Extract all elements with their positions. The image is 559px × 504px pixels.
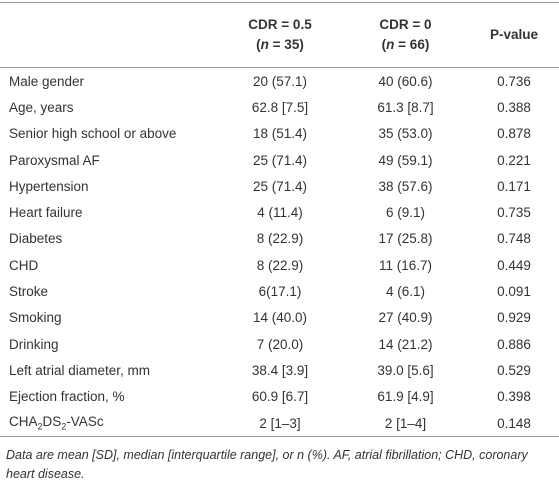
cell: 61.3 [8.7] bbox=[377, 99, 434, 115]
cell: 0.221 bbox=[497, 152, 531, 168]
header-cell: CDR = 0.5 (n = 35) bbox=[218, 3, 342, 68]
label-text: CHA bbox=[9, 414, 38, 430]
table-row: Age, years 62.8 [7.5] 61.3 [8.7] 0.388 bbox=[0, 94, 559, 120]
header-row: CDR = 0.5 (n = 35) CDR = 0 (n = 66) P-value bbox=[0, 2, 559, 68]
header-line: (n = 35) bbox=[219, 35, 341, 55]
header-line: CDR = 0 bbox=[379, 17, 432, 32]
row-label: Male gender bbox=[9, 73, 85, 89]
cell: 6(17.1) bbox=[258, 284, 302, 300]
row-label: Diabetes bbox=[9, 231, 63, 247]
cell: 20 (57.1) bbox=[252, 73, 308, 89]
cell: 14 (21.2) bbox=[378, 336, 433, 352]
cell: 17 (25.8) bbox=[378, 231, 433, 247]
cell: 2 [1–4] bbox=[384, 415, 427, 431]
label-text: -VASc bbox=[66, 414, 104, 430]
cell: 27 (40.9) bbox=[378, 310, 433, 326]
cell: 60.9 [6.7] bbox=[251, 389, 309, 405]
cell: 8 (22.9) bbox=[256, 231, 304, 247]
header-line: (n = 66) bbox=[343, 35, 468, 55]
cell: 0.736 bbox=[497, 73, 531, 89]
table-row: Senior high school or above 18 (51.4) 35 (… bbox=[0, 121, 559, 147]
table-row: Diabetes 8 (22.9) 17 (25.8) 0.748 bbox=[0, 226, 559, 252]
cell: 18 (51.4) bbox=[252, 126, 308, 142]
footnote: Data are mean [SD], median [interquartil… bbox=[6, 448, 528, 482]
row-label: Left atrial diameter, mm bbox=[9, 362, 151, 378]
cell: 61.9 [4.9] bbox=[377, 389, 434, 405]
cell: 0.929 bbox=[497, 310, 531, 326]
cell: 25 (71.4) bbox=[252, 152, 308, 168]
header-line: CDR = 0.5 bbox=[248, 17, 312, 32]
table-body: Male gender 20 (57.1) 40 (60.6) 0.736 Age, y… bbox=[0, 68, 559, 437]
table-row: Drinking 7 (20.0) 14 (21.2) 0.886 bbox=[0, 331, 559, 357]
header-cell: P-value bbox=[469, 3, 559, 68]
table: CDR = 0.5 (n = 35) CDR = 0 (n = 66) P-value … bbox=[0, 2, 559, 437]
cell: 25 (71.4) bbox=[252, 178, 308, 194]
cell: 2 [1–3] bbox=[259, 415, 301, 431]
table-row: Hypertension 25 (71.4) 38 (57.6) 0.171 bbox=[0, 173, 559, 199]
cell: 0.388 bbox=[497, 99, 531, 115]
cell: 4 (6.1) bbox=[385, 284, 426, 300]
cell: 0.886 bbox=[497, 336, 531, 352]
label-text: DS bbox=[42, 414, 62, 430]
row-label: CHA2DS2-VASc bbox=[0, 410, 218, 437]
cell: 38.4 [3.9] bbox=[251, 362, 309, 378]
label-text: 2 bbox=[61, 421, 67, 432]
table-row: Left atrial diameter, mm 38.4 [3.9] 39.0 [… bbox=[0, 357, 559, 383]
cell: 40 (60.6) bbox=[378, 73, 433, 89]
cell: 62.8 [7.5] bbox=[251, 99, 309, 115]
header-cell bbox=[0, 3, 218, 68]
cell: 0.735 bbox=[497, 205, 531, 221]
cell: 6 (9.1) bbox=[385, 205, 426, 221]
table-row: Stroke 6(17.1) 4 (6.1) 0.091 bbox=[0, 278, 559, 304]
table-row: CHD 8 (22.9) 11 (16.7) 0.449 bbox=[0, 252, 559, 278]
row-label: Hypertension bbox=[9, 178, 89, 194]
header-cell: CDR = 0 (n = 66) bbox=[342, 3, 469, 68]
cell: 49 (59.1) bbox=[378, 152, 433, 168]
header-text: ( bbox=[256, 37, 261, 52]
table-row: Male gender 20 (57.1) 40 (60.6) 0.736 bbox=[0, 68, 559, 95]
cell: 0.449 bbox=[497, 257, 531, 273]
row-label: Smoking bbox=[9, 310, 62, 326]
cell: 39.0 [5.6] bbox=[377, 362, 434, 378]
header-text: = 66) bbox=[394, 37, 430, 52]
cell: 14 (40.0) bbox=[252, 310, 308, 326]
row-label: Drinking bbox=[9, 336, 59, 352]
table-row: Smoking 14 (40.0) 27 (40.9) 0.929 bbox=[0, 305, 559, 331]
row-label: Heart failure bbox=[9, 205, 83, 221]
cell: 4 (11.4) bbox=[257, 205, 303, 221]
table-row: Ejection fraction, % 60.9 [6.7] 61.9 [4.9]… bbox=[0, 384, 559, 410]
header-line: P-value bbox=[489, 27, 539, 42]
row-label: CHD bbox=[9, 257, 39, 273]
cell: 35 (53.0) bbox=[378, 126, 433, 142]
row-label: Ejection fraction, % bbox=[9, 389, 125, 405]
row-label: Paroxysmal AF bbox=[9, 152, 100, 168]
cell: 11 (16.7) bbox=[378, 257, 433, 273]
cell: 0.878 bbox=[497, 126, 531, 142]
header-text: n bbox=[260, 37, 269, 52]
label-text: 2 bbox=[37, 421, 43, 432]
cell: 0.748 bbox=[497, 231, 531, 247]
cell: 8 (22.9) bbox=[256, 257, 304, 273]
header-text: n bbox=[386, 37, 395, 52]
header-text: ( bbox=[381, 37, 387, 52]
row-label: Stroke bbox=[9, 284, 49, 300]
cell: 38 (57.6) bbox=[378, 178, 433, 194]
cell: 0.148 bbox=[497, 415, 531, 431]
row-label: Age, years bbox=[9, 99, 74, 115]
table-row: CHA2DS2-VASc 2 [1–3] 2 [1–4] 0.148 bbox=[0, 410, 559, 437]
cell: 0.171 bbox=[497, 178, 531, 194]
table-row: Paroxysmal AF 25 (71.4) 49 (59.1) 0.221 bbox=[0, 147, 559, 173]
row-label: Senior high school or above bbox=[9, 126, 177, 142]
cell: 7 (20.0) bbox=[256, 336, 304, 352]
table-row: Heart failure 4 (11.4) 6 (9.1) 0.735 bbox=[0, 199, 559, 225]
cell: 0.398 bbox=[497, 389, 531, 405]
header-text: = 35) bbox=[268, 37, 304, 52]
cell: 0.091 bbox=[497, 284, 531, 300]
cell: 0.529 bbox=[497, 362, 531, 378]
